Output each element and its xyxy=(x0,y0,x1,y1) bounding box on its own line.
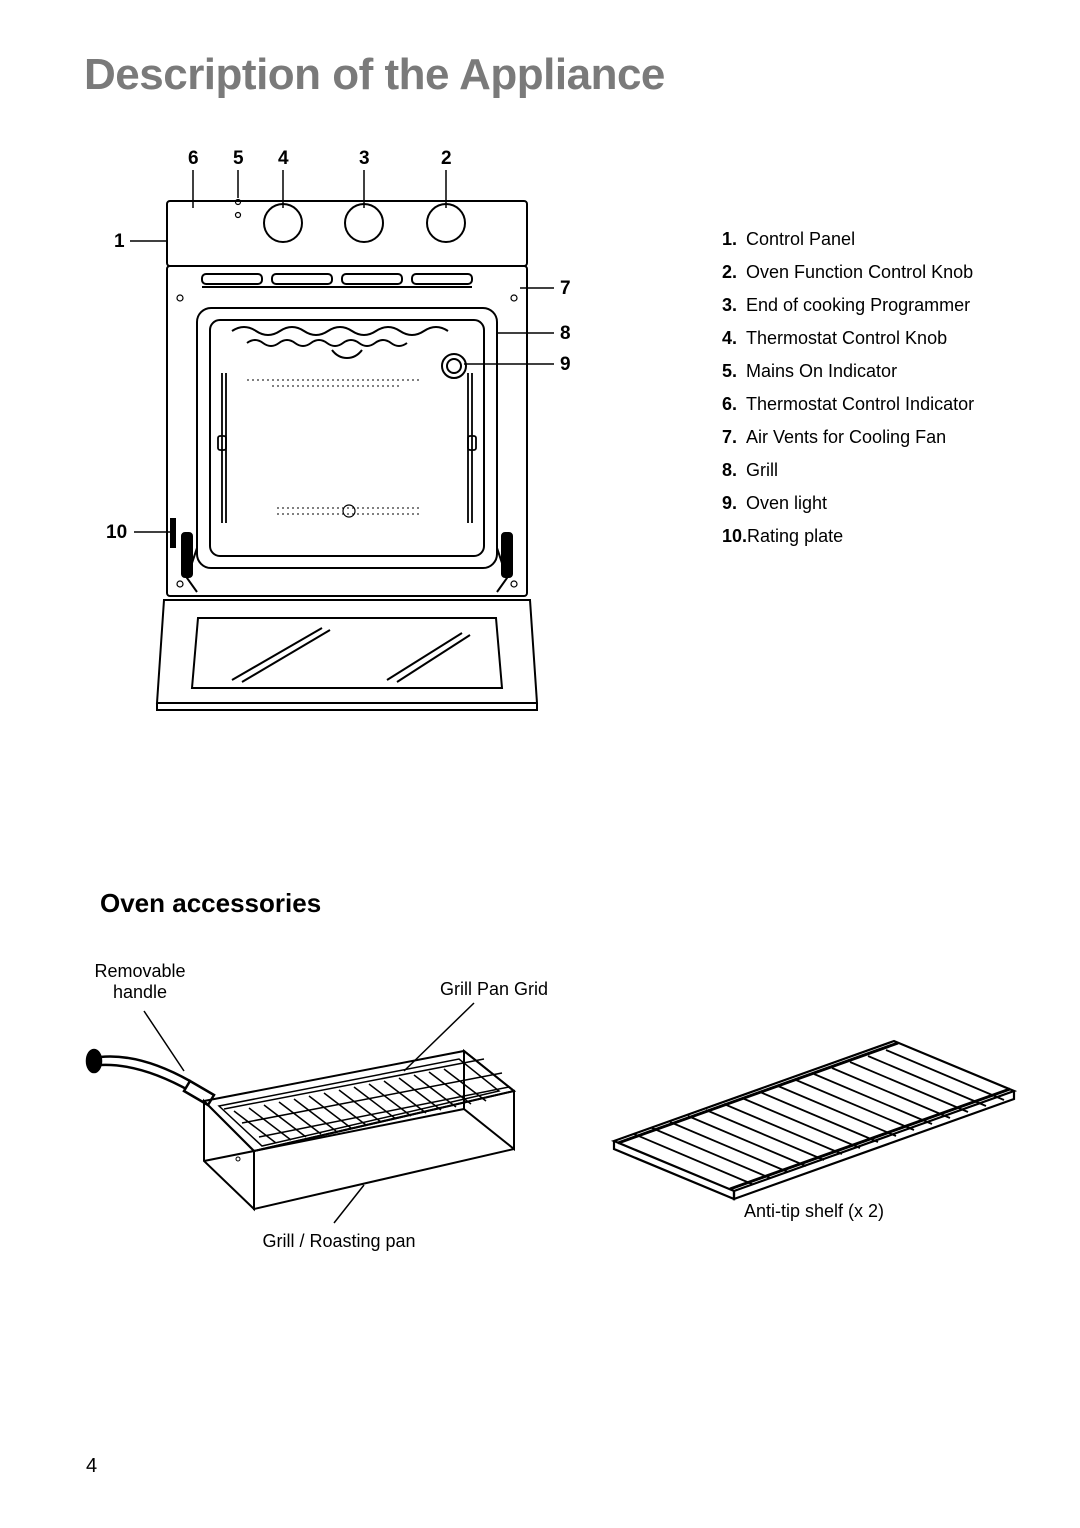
page: Description of the Appliance 6 5 4 3 2 1… xyxy=(0,0,1080,1528)
accessories-heading: Oven accessories xyxy=(100,888,1000,919)
legend-text: Thermostat Control Indicator xyxy=(746,395,974,413)
callout-9: 9 xyxy=(560,354,571,376)
grill-pan-svg xyxy=(84,961,544,1261)
removable-handle-label: Removable handle xyxy=(80,961,200,1003)
anti-tip-shelf-label: Anti-tip shelf (x 2) xyxy=(714,1201,914,1222)
legend-num: 1. xyxy=(722,230,746,248)
legend-num: 10. xyxy=(722,527,747,545)
legend-item: 9.Oven light xyxy=(722,494,974,512)
anti-tip-shelf-diagram: Anti-tip shelf (x 2) xyxy=(594,1031,1024,1261)
legend-item: 7.Air Vents for Cooling Fan xyxy=(722,428,974,446)
legend-num: 5. xyxy=(722,362,746,380)
legend-num: 6. xyxy=(722,395,746,413)
grill-roasting-pan-label: Grill / Roasting pan xyxy=(239,1231,439,1252)
legend-num: 2. xyxy=(722,263,746,281)
legend-text: End of cooking Programmer xyxy=(746,296,970,314)
legend-text: Oven light xyxy=(746,494,827,512)
legend-text: Grill xyxy=(746,461,778,479)
accessories-row: Removable handle Grill Pan Grid Grill / … xyxy=(84,961,1000,1301)
oven-svg xyxy=(102,148,582,768)
legend-num: 8. xyxy=(722,461,746,479)
callout-6: 6 xyxy=(188,148,199,170)
legend-item: 2.Oven Function Control Knob xyxy=(722,263,974,281)
callout-10: 10 xyxy=(106,522,127,544)
legend-list: 1.Control Panel 2.Oven Function Control … xyxy=(722,230,974,560)
page-title: Description of the Appliance xyxy=(84,50,1000,100)
grill-pan-diagram: Removable handle Grill Pan Grid Grill / … xyxy=(84,961,544,1261)
legend-item: 6.Thermostat Control Indicator xyxy=(722,395,974,413)
callout-8: 8 xyxy=(560,323,571,345)
legend-num: 9. xyxy=(722,494,746,512)
legend-text: Oven Function Control Knob xyxy=(746,263,973,281)
legend-item: 8.Grill xyxy=(722,461,974,479)
page-number: 4 xyxy=(86,1455,97,1478)
legend-text: Thermostat Control Knob xyxy=(746,329,947,347)
callout-3: 3 xyxy=(359,148,370,170)
legend-item: 3.End of cooking Programmer xyxy=(722,296,974,314)
callout-5: 5 xyxy=(233,148,244,170)
callout-1: 1 xyxy=(114,231,125,253)
grill-pan-grid-label: Grill Pan Grid xyxy=(424,979,564,1000)
legend-text: Rating plate xyxy=(747,527,843,545)
legend-item: 5.Mains On Indicator xyxy=(722,362,974,380)
legend-text: Mains On Indicator xyxy=(746,362,897,380)
shelf-svg xyxy=(594,1031,1024,1201)
legend-num: 3. xyxy=(722,296,746,314)
legend-text: Control Panel xyxy=(746,230,855,248)
legend-num: 7. xyxy=(722,428,746,446)
callout-2: 2 xyxy=(441,148,452,170)
legend-item: 10.Rating plate xyxy=(722,527,974,545)
legend-num: 4. xyxy=(722,329,746,347)
legend-text: Air Vents for Cooling Fan xyxy=(746,428,946,446)
main-row: 6 5 4 3 2 1 10 7 8 9 xyxy=(84,148,1000,768)
oven-diagram: 6 5 4 3 2 1 10 7 8 9 xyxy=(102,148,582,768)
legend-item: 4.Thermostat Control Knob xyxy=(722,329,974,347)
legend-item: 1.Control Panel xyxy=(722,230,974,248)
callout-7: 7 xyxy=(560,278,571,300)
callout-4: 4 xyxy=(278,148,289,170)
